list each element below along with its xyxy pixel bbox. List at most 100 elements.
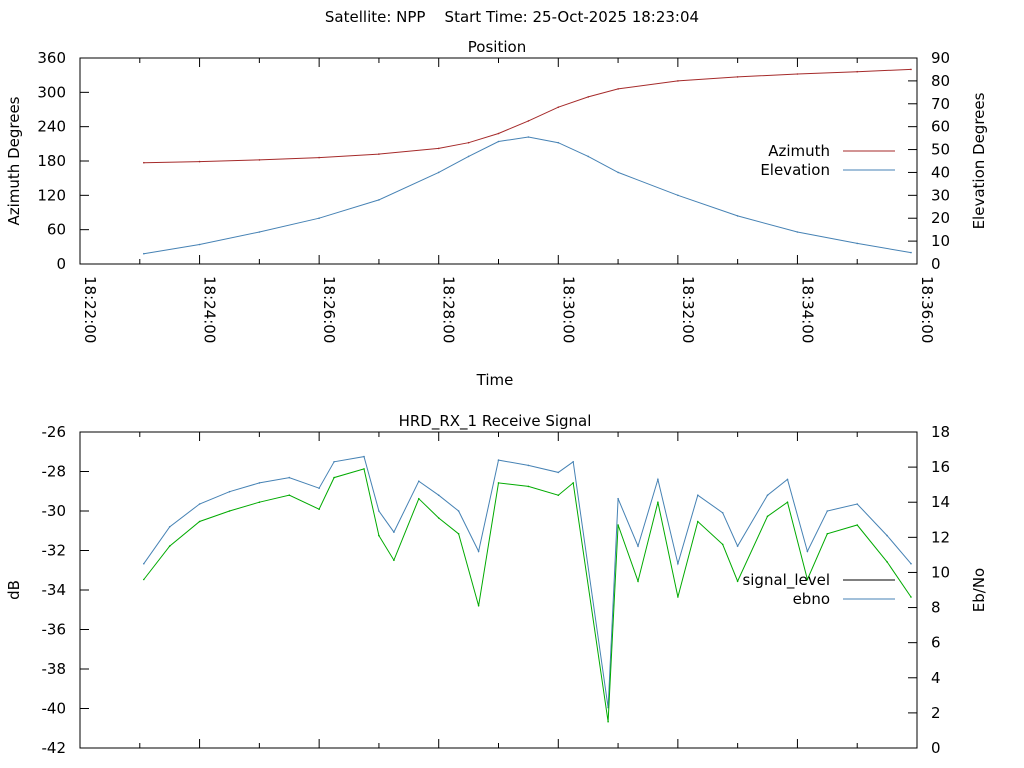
data-point-series-2 [143,578,145,581]
data-point-series-2 [697,520,699,523]
y2-tick-label: 2 [931,704,941,722]
y-tick-label: -26 [42,423,67,441]
data-point-ebno [886,534,888,537]
signal-chart-title: HRD_RX_1 Receive Signal [399,412,592,431]
data-point-series-2 [333,476,335,479]
y2-tick-label: 6 [931,634,941,652]
series-line-series-2 [143,468,912,722]
data-point-ebno [477,550,480,553]
data-point-Azimuth [497,132,500,135]
y-tick-label: -34 [42,581,67,599]
data-point-series-2 [258,501,261,504]
data-point-ebno [786,478,789,481]
data-point-ebno [168,526,171,528]
legend-label-signal-level: signal_level [742,571,830,590]
x-tick-label: 18:34:00 [798,276,816,343]
x-tick-label: 18:36:00 [918,276,936,343]
data-point-series-2 [886,561,888,563]
data-point-series-2 [418,497,420,500]
position-xlabel: Time [476,371,514,389]
data-point-ebno [766,494,769,497]
position-legend: Azimuth Elevation [760,142,895,179]
data-point-ebno [198,503,201,505]
data-point-series-2 [378,534,380,537]
y2-tick-label: 4 [931,669,941,687]
data-point-Elevation [437,171,440,174]
data-point-series-2 [766,515,769,518]
data-point-series-2 [786,501,789,504]
y2-tick-label: 0 [931,739,941,757]
signal-chart: HRD_RX_1 Receive Signal -26-28-30-32-34-… [5,412,988,757]
data-point-series-2 [572,482,574,484]
x-tick-label: 18:30:00 [559,276,577,343]
data-point-ebno [393,531,395,533]
data-point-ebno [736,545,739,547]
data-point-ebno [617,497,619,500]
data-point-Azimuth [677,80,679,82]
legend-label-azimuth: Azimuth [768,142,830,160]
data-point-ebno [826,510,829,512]
y-tick-label: 0 [56,255,66,273]
position-ylabel: Azimuth Degrees [5,96,23,225]
data-point-Elevation [143,252,145,255]
data-point-Azimuth [467,141,470,144]
data-point-series-2 [527,485,530,488]
signal-y2-ticks: 0 2 4 6 8 10 12 14 16 18 [908,423,950,757]
y-tick-label: 60 [47,221,66,239]
position-y2label: Elevation Degrees [970,92,988,229]
data-point-ebno [318,487,320,490]
data-point-Azimuth [796,73,799,75]
data-point-ebno [288,476,291,479]
y-tick-label: 300 [37,83,66,101]
position-x-ticks: 18:22:00 18:24:00 18:26:00 18:28:00 18:30:00… [79,58,936,343]
y2-tick-label: 80 [931,72,950,90]
x-tick-label: 18:22:00 [81,276,99,343]
data-point-Elevation [677,194,679,197]
y2-tick-label: 12 [931,528,950,546]
y-tick-label: -42 [42,739,67,757]
y-tick-label: -28 [42,463,67,481]
data-point-Azimuth [617,88,619,90]
position-chart-title: Position [468,38,526,56]
data-point-series-2 [910,596,912,598]
data-point-Elevation [587,155,589,158]
y2-tick-label: 40 [931,163,950,181]
data-point-ebno [378,510,380,512]
data-point-Azimuth [318,156,320,159]
data-point-Elevation [378,199,380,201]
y2-tick-label: 16 [931,458,950,476]
data-point-series-2 [806,578,809,581]
data-point-ebno [527,464,530,467]
y-tick-label: -36 [42,621,67,639]
data-point-ebno [457,510,460,512]
data-point-series-2 [856,524,858,526]
data-point-Elevation [258,231,261,233]
data-point-ebno [258,482,261,484]
data-point-Azimuth [143,161,145,164]
data-point-Elevation [318,217,320,219]
data-point-ebno [363,455,365,458]
data-point-ebno [856,503,858,505]
x-tick-label: 18:24:00 [201,276,219,343]
data-point-Elevation [527,136,530,138]
data-point-Azimuth [587,96,589,98]
data-point-Elevation [617,171,619,174]
x-tick-label: 18:32:00 [679,276,697,343]
y2-tick-label: 10 [931,232,950,250]
data-point-series-2 [363,468,365,470]
y-tick-label: 120 [37,186,66,204]
figure-header: Satellite: NPP Start Time: 25-Oct-2025 1… [325,8,699,26]
position-chart: Position 18:22:00 18:24:00 18:26:00 18:28:0… [5,38,988,389]
data-point-Azimuth [527,120,530,122]
signal-x-ticks [79,432,918,748]
signal-plot-frame [79,431,918,749]
data-point-Azimuth [378,153,380,155]
y2-tick-label: 30 [931,186,950,204]
data-point-series-2 [477,605,480,607]
data-point-Azimuth [557,106,560,108]
y-tick-label: 360 [37,49,66,67]
data-point-Elevation [796,231,799,233]
position-y-ticks: 0 60 120 180 240 300 360 [37,49,89,273]
data-point-series-2 [557,494,560,497]
